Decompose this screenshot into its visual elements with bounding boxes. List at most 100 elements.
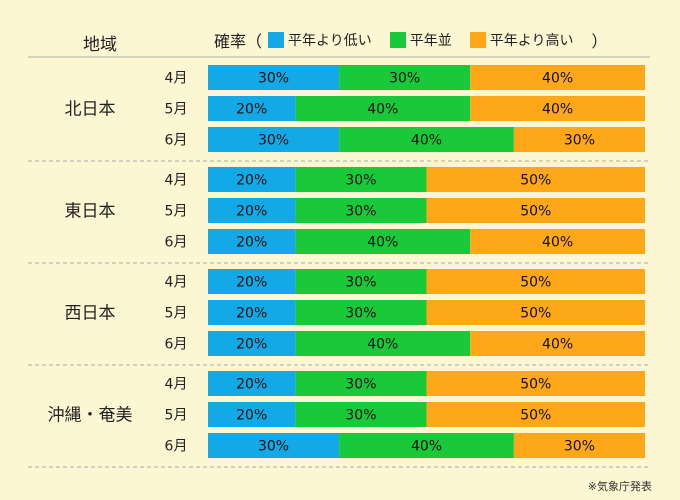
legend-label-above: 平年より高い (489, 33, 574, 49)
bar-segment-above (470, 331, 645, 356)
bar-value-label: 30% (258, 439, 289, 455)
close-paren: ） (591, 32, 608, 51)
legend-item-below: 平年より低い (268, 30, 372, 50)
bar-value-label: 40% (367, 235, 398, 251)
bar-segment-above (470, 65, 645, 90)
legend-item-normal: 平年並 (389, 30, 452, 50)
month-label: 5月 (165, 408, 188, 424)
legend-item-above: 平年より高い (469, 30, 574, 50)
month-label: 6月 (165, 235, 188, 251)
bar-value-label: 30% (564, 133, 595, 149)
bar-segment-normal (295, 229, 471, 254)
bar-segment-below (208, 127, 340, 152)
legend-swatch-below (268, 32, 285, 48)
bar-value-label: 50% (520, 306, 551, 322)
bar-value-label: 20% (236, 275, 267, 291)
month-label: 6月 (165, 337, 188, 353)
legend-label-normal: 平年並 (409, 33, 452, 49)
bar-value-label: 40% (411, 133, 442, 149)
bar-value-label: 40% (542, 235, 573, 251)
month-label: 4月 (165, 275, 188, 291)
region-label: 沖縄・奄美 (48, 406, 133, 426)
bar-segment-above (470, 229, 645, 254)
bar-value-label: 30% (389, 71, 420, 87)
bar-segment-above (426, 269, 645, 294)
bar-value-label: 40% (542, 337, 573, 353)
bar-segment-normal (339, 433, 514, 458)
source-credit: ※気象庁発表 (587, 480, 652, 493)
month-label: 6月 (165, 133, 188, 149)
bar-segment-normal (295, 371, 427, 396)
region-label: 西日本 (65, 304, 116, 324)
bar-value-label: 50% (520, 377, 551, 393)
region-column-header: 地域 (83, 35, 117, 55)
bar-segment-normal (295, 198, 427, 223)
legend-label-below: 平年より低い (288, 33, 372, 49)
bar-segment-above (426, 198, 645, 223)
region-label: 東日本 (65, 202, 116, 222)
bar-value-label: 30% (564, 439, 595, 455)
bar-segment-above (426, 371, 645, 396)
bar-segment-normal (295, 269, 427, 294)
probability-label: 確率（ (214, 32, 263, 51)
legend: 確率（ 平年より低い 平年並 平年より高い ） (214, 28, 608, 52)
bar-value-label: 40% (367, 102, 398, 118)
bar-value-label: 50% (520, 408, 551, 424)
bar-segment-below (208, 96, 296, 121)
bar-segment-below (208, 402, 296, 427)
bar-segment-below (208, 300, 296, 325)
month-label: 4月 (165, 377, 188, 393)
month-label: 5月 (165, 306, 188, 322)
bar-value-label: 20% (236, 377, 267, 393)
bar-value-label: 50% (520, 204, 551, 220)
bar-value-label: 40% (542, 102, 573, 118)
bar-value-label: 50% (520, 173, 551, 189)
bar-segment-normal (295, 300, 427, 325)
bar-value-label: 20% (236, 204, 267, 220)
region-label: 北日本 (65, 100, 116, 120)
legend-swatch-normal (389, 32, 406, 48)
month-label: 6月 (165, 439, 188, 455)
bar-value-label: 30% (345, 275, 376, 291)
bar-segment-above (513, 127, 645, 152)
legend-swatch-above (469, 32, 486, 48)
bar-segment-normal (339, 127, 514, 152)
bar-segment-normal (295, 96, 471, 121)
bar-segment-normal (295, 167, 427, 192)
bar-value-label: 40% (411, 439, 442, 455)
bar-value-label: 30% (345, 204, 376, 220)
month-label: 4月 (165, 173, 188, 189)
bar-value-label: 30% (345, 306, 376, 322)
bar-value-label: 20% (236, 408, 267, 424)
bar-segment-below (208, 65, 340, 90)
bar-value-label: 20% (236, 173, 267, 189)
bar-value-label: 30% (258, 71, 289, 87)
bar-value-label: 40% (367, 337, 398, 353)
bar-value-label: 30% (345, 377, 376, 393)
bar-value-label: 30% (345, 408, 376, 424)
bar-segment-above (470, 96, 645, 121)
bar-segment-above (426, 167, 645, 192)
bar-value-label: 20% (236, 102, 267, 118)
month-label: 4月 (165, 71, 188, 87)
bar-value-label: 20% (236, 235, 267, 251)
bar-segment-below (208, 331, 296, 356)
bar-segment-normal (295, 402, 427, 427)
bar-segment-above (426, 300, 645, 325)
bar-value-label: 20% (236, 337, 267, 353)
bar-segment-below (208, 198, 296, 223)
bar-segment-below (208, 229, 296, 254)
bar-segment-above (426, 402, 645, 427)
bar-value-label: 30% (345, 173, 376, 189)
bar-segment-below (208, 371, 296, 396)
bar-value-label: 40% (542, 71, 573, 87)
month-label: 5月 (165, 204, 188, 220)
bar-segment-below (208, 433, 340, 458)
bar-value-label: 30% (258, 133, 289, 149)
bar-segment-normal (295, 331, 471, 356)
bar-value-label: 20% (236, 306, 267, 322)
bar-segment-normal (339, 65, 471, 90)
bar-segment-below (208, 167, 296, 192)
bar-value-label: 50% (520, 275, 551, 291)
